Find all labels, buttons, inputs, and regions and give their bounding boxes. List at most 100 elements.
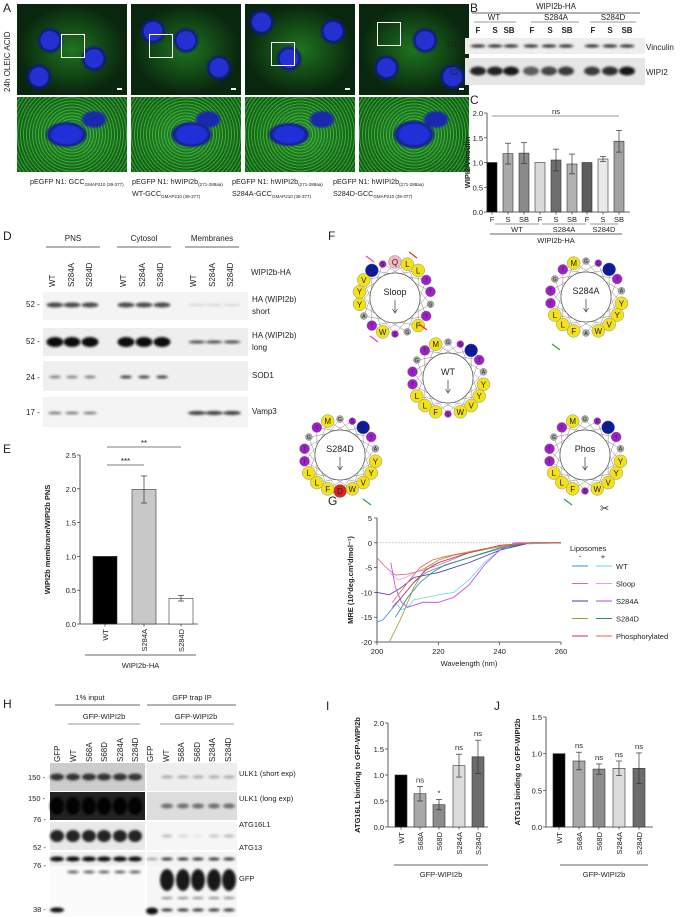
- blot-band: [208, 834, 220, 838]
- x-tick-label: SB: [614, 215, 624, 224]
- residue-letter: T: [425, 314, 428, 320]
- residue-circle: [456, 340, 465, 348]
- blot-band: [192, 857, 204, 861]
- lane-label: WT: [69, 749, 78, 762]
- residue-circle: [464, 343, 478, 358]
- lane-label: WT: [189, 274, 198, 287]
- blot-band: [50, 773, 64, 781]
- panel-label-c: C: [470, 93, 479, 107]
- x-tick-label: F: [538, 215, 543, 224]
- mutation-arrow-icon: [369, 335, 379, 343]
- series-line-s284d-plus: [395, 542, 561, 618]
- significance-label: ***: [121, 457, 130, 466]
- residue-letter: V: [606, 321, 612, 330]
- blot-band: [503, 44, 519, 48]
- blot-label: ULK1 (long exp): [239, 794, 294, 803]
- residue-letter: T: [616, 277, 619, 283]
- blot-label: GFP: [239, 874, 254, 883]
- y-tick-label: 0.5: [374, 797, 384, 806]
- blot-band: [49, 375, 61, 379]
- residue-circle: [428, 405, 443, 419]
- blot-band: [558, 44, 574, 48]
- residue-circle: [444, 410, 452, 418]
- arrow-head: [337, 465, 343, 471]
- arrow-head: [582, 465, 588, 471]
- residue-letter: Y: [373, 457, 379, 466]
- mutation-arrow-icon: [362, 498, 372, 506]
- y-tick-label: 1.5: [532, 713, 542, 722]
- lane-label: SB: [621, 26, 632, 35]
- lane-label: S284A: [116, 737, 125, 762]
- residue-circle: [407, 379, 418, 390]
- mw-marker: 76 -: [33, 815, 46, 824]
- residue-circle: [556, 317, 570, 332]
- residue-circle: [602, 262, 616, 277]
- blot-band: [97, 797, 111, 815]
- blot-band: [81, 337, 99, 347]
- blot-band: [66, 797, 80, 815]
- y-axis-label: WIPI2b membrane/WIPI2b PNS: [43, 485, 52, 595]
- residue-letter: T: [411, 382, 414, 388]
- blot-band: [161, 857, 173, 861]
- blot-band: [98, 870, 110, 874]
- lane-label: S68A: [85, 742, 94, 762]
- residue-letter: T: [548, 459, 551, 465]
- caption-sub: GMAP210 (39-377): [373, 194, 413, 199]
- residue-circle: [548, 308, 562, 322]
- residue-circle: [476, 377, 491, 391]
- micrograph-overview: [131, 4, 241, 95]
- blot-title: WIPI2b-HA: [536, 2, 577, 11]
- lane-label: S284A: [138, 262, 147, 287]
- blot-band: [66, 830, 80, 842]
- wheel-name: Phos: [575, 444, 596, 454]
- residue-letter: A: [584, 331, 588, 337]
- lane-label: SB: [503, 26, 514, 35]
- chart-j: 0.0 0.5 1.0 1.5 ATG13 binding to GFP-WIPI2b W…: [513, 713, 653, 879]
- residue-circle: [356, 420, 370, 435]
- residue-circle: [544, 443, 555, 454]
- residue-letter: F: [571, 327, 576, 336]
- residue-letter: Y: [357, 300, 363, 309]
- residue-circle: [299, 443, 310, 454]
- blot-band: [523, 66, 539, 76]
- y-tick-label: 0: [368, 539, 372, 548]
- blot-band: [66, 375, 78, 379]
- caption-text: pEGFP N1: hWIPI2b: [132, 177, 199, 186]
- residue-letter: K: [369, 266, 375, 275]
- legend-column-label: -: [579, 552, 582, 561]
- fraction-label: Cytosol: [131, 234, 158, 243]
- arrow-head: [392, 308, 398, 314]
- bar: [612, 768, 626, 828]
- lane-label: S284A: [208, 737, 217, 762]
- residue-circle: [428, 337, 443, 351]
- wheel-core: [422, 352, 474, 404]
- residue-letter: S: [597, 261, 601, 267]
- blot-band: [113, 856, 127, 862]
- blot-band: [584, 66, 600, 76]
- caption-text: pEGFP N1: hWIPI2b: [232, 177, 299, 186]
- y-tick-label: 2.0: [473, 109, 483, 118]
- residue-circle: [566, 256, 581, 270]
- lane-label: S: [607, 26, 613, 35]
- residue-circle: [352, 285, 367, 299]
- caption-sub: GMAP210 (39-377): [161, 194, 201, 199]
- y-axis-label: ATG13 binding to GFP-WIPI2b: [513, 718, 522, 825]
- y-tick-label: 0.0: [473, 208, 483, 217]
- blot-band: [192, 834, 204, 838]
- residue-circle: [550, 433, 558, 441]
- blot-band: [128, 856, 142, 862]
- caption-text: S284A-GCC: [232, 189, 272, 198]
- residue-circle: [360, 312, 368, 320]
- residue-letter: G: [338, 417, 342, 423]
- blot-band: [117, 302, 135, 308]
- residue-letter: F: [433, 408, 438, 417]
- y-axis-label: MRE (10³deg.cm²dmol⁻¹): [346, 536, 355, 624]
- blot-band: [192, 897, 204, 899]
- mw-marker: 52 -: [26, 300, 40, 309]
- y-axis-label: ATG16L1 binding to GFP-WIPI2b: [353, 717, 362, 833]
- blot-band: [114, 870, 126, 874]
- subheader-label: GFP-WIPI2b: [83, 712, 126, 721]
- residue-letter: G: [415, 358, 419, 364]
- blot-band: [161, 834, 173, 838]
- bar: [486, 162, 498, 213]
